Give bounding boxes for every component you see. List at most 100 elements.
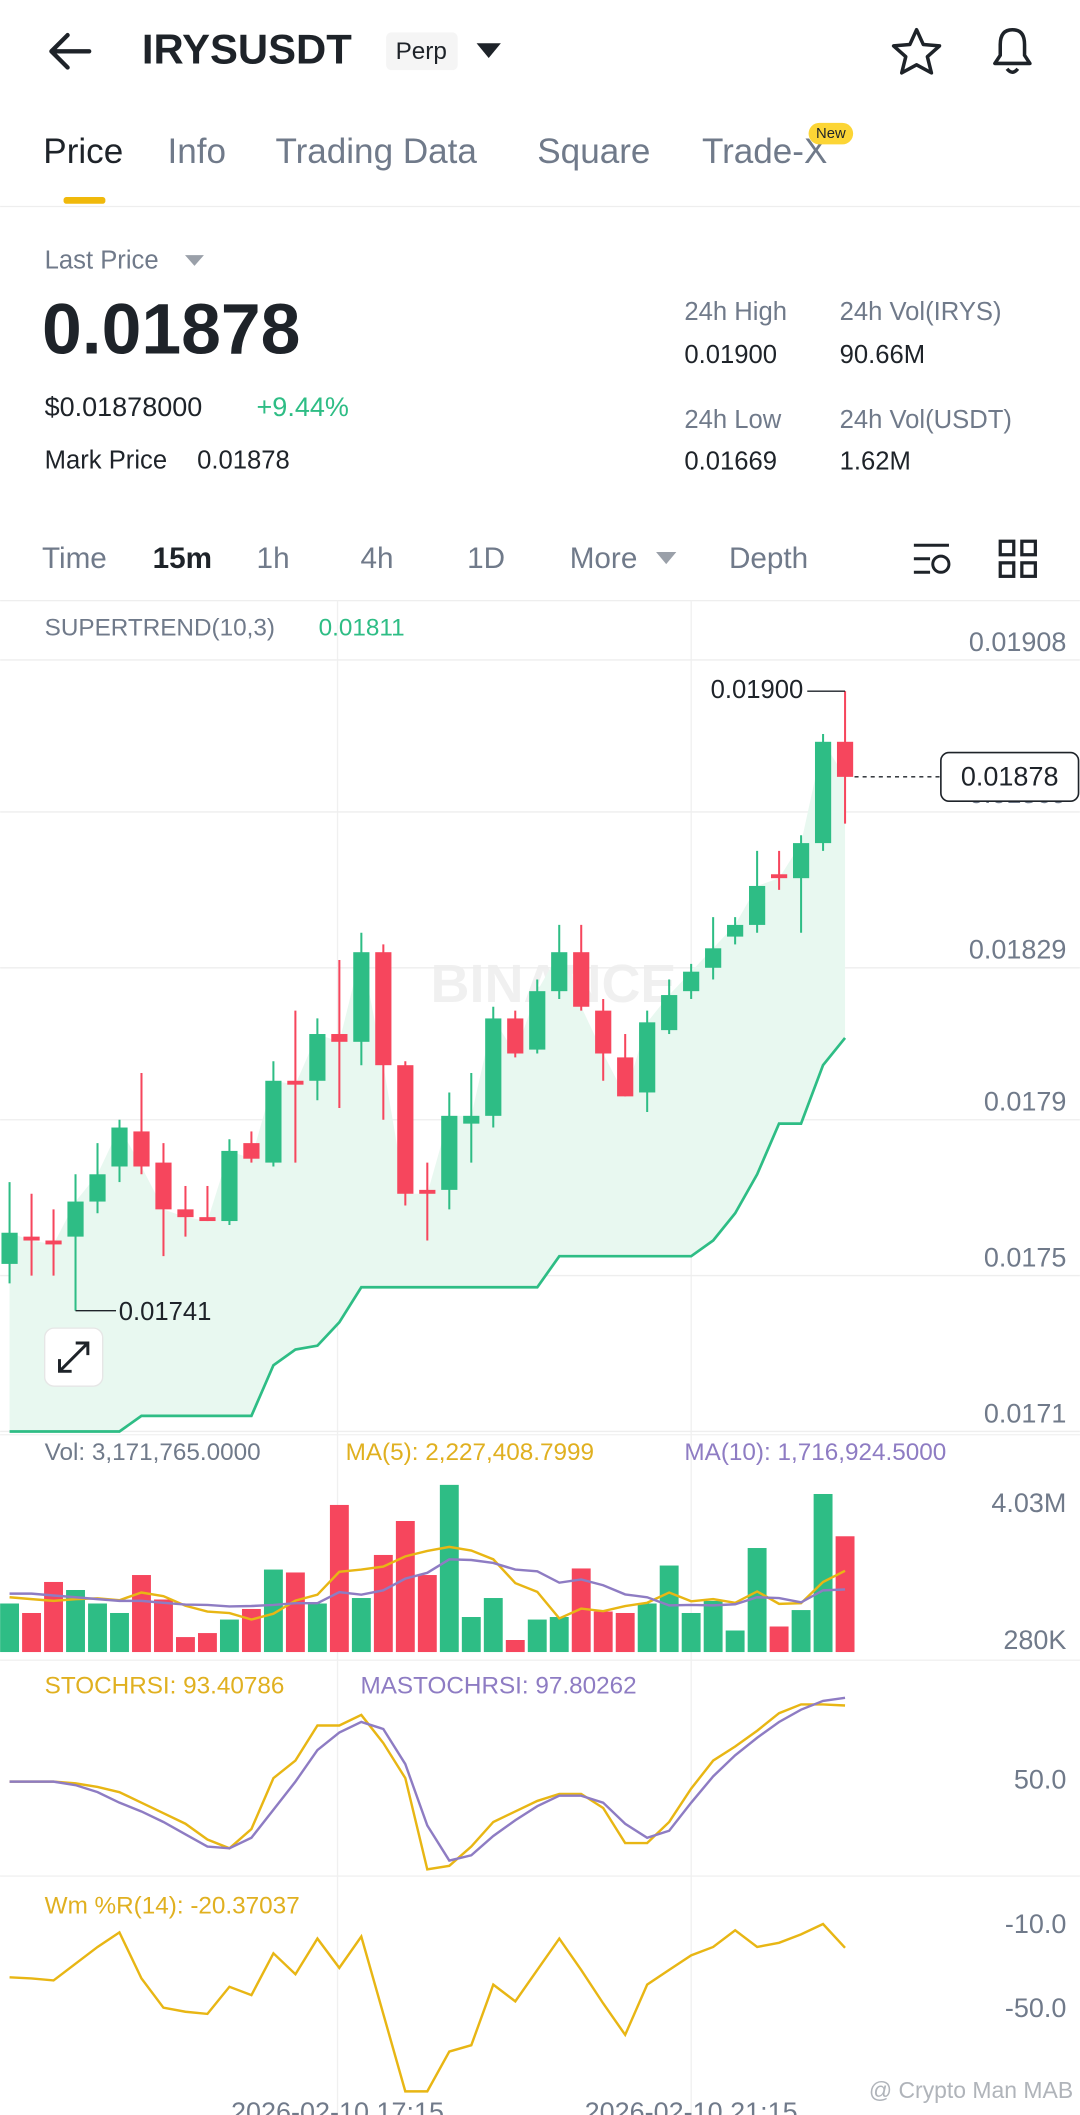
candle-body bbox=[463, 1115, 480, 1124]
volume-bar bbox=[681, 1612, 701, 1653]
volume-bar bbox=[461, 1617, 481, 1653]
indicator-line bbox=[9, 1696, 846, 1862]
tab[interactable]: Square bbox=[537, 132, 650, 171]
volume-bar bbox=[241, 1608, 261, 1653]
candle-body bbox=[683, 971, 700, 992]
y-tick-label: 0.0171 bbox=[984, 1398, 1067, 1428]
stat-value: 1.62M bbox=[840, 448, 911, 476]
candle-body bbox=[1, 1232, 18, 1264]
dropdown[interactable] bbox=[656, 552, 677, 565]
last-price-label: Last Price bbox=[45, 247, 159, 275]
y-tick-label: 0.01908 bbox=[969, 627, 1067, 657]
stat-value: 0.01669 bbox=[684, 448, 777, 476]
volume-bar bbox=[659, 1565, 679, 1653]
back-button[interactable] bbox=[49, 32, 92, 70]
candle-body bbox=[727, 924, 744, 937]
candle-body bbox=[89, 1174, 106, 1202]
y-tick-label: 280K bbox=[1003, 1625, 1066, 1655]
supertrend-fill bbox=[9, 741, 846, 1432]
candle-body bbox=[397, 1065, 414, 1194]
tab[interactable]: Trading Data bbox=[275, 132, 477, 171]
high-label: 0.01900 bbox=[711, 676, 804, 704]
candle-body bbox=[155, 1162, 172, 1210]
tab[interactable]: Trade-X bbox=[702, 132, 827, 171]
y-tick-label: 50.0 bbox=[1014, 1765, 1067, 1795]
interval[interactable]: Time bbox=[42, 542, 107, 575]
tab-indicator bbox=[63, 197, 106, 204]
stat-value: 0.01900 bbox=[684, 341, 777, 369]
volume-bar bbox=[329, 1504, 349, 1653]
mark-price: 0.01878 bbox=[197, 446, 290, 474]
candle-body bbox=[551, 952, 568, 992]
time-label: 2026-02-10 17:15 bbox=[231, 2097, 444, 2115]
candle-body bbox=[331, 1034, 348, 1042]
symbol: IRYSUSDT bbox=[142, 26, 352, 73]
stat-label: 24h Vol(USDT) bbox=[840, 406, 1012, 434]
volume-bar bbox=[593, 1611, 613, 1653]
indicator-line bbox=[9, 1545, 846, 1621]
layout-icon[interactable] bbox=[998, 539, 1037, 578]
candle-body bbox=[221, 1150, 238, 1222]
candle-body bbox=[45, 1240, 62, 1245]
candle-body bbox=[792, 843, 810, 879]
alert-icon[interactable] bbox=[993, 27, 1032, 74]
volume-bar bbox=[549, 1617, 569, 1653]
candle-body bbox=[67, 1201, 84, 1237]
stat-label: 24h High bbox=[684, 298, 787, 326]
volume-bar bbox=[527, 1619, 547, 1653]
volume-bar bbox=[483, 1598, 503, 1653]
candle-body bbox=[836, 741, 854, 777]
volume-bar bbox=[176, 1637, 195, 1653]
y-tick-label: -10.0 bbox=[1005, 1909, 1067, 1939]
volume-bar bbox=[703, 1600, 723, 1653]
stat-label: 24h Vol(IRYS) bbox=[840, 298, 1002, 326]
interval[interactable]: 4h bbox=[360, 542, 393, 575]
volume-bar bbox=[154, 1599, 173, 1653]
volume-bar bbox=[22, 1612, 41, 1653]
interval[interactable]: 1D bbox=[467, 542, 505, 575]
indicator-settings-icon[interactable] bbox=[913, 543, 951, 574]
interval[interactable]: Depth bbox=[729, 542, 808, 575]
ma-legend: MA(10): 1,716,924.5000 bbox=[684, 1439, 946, 1466]
stat-label: 24h Low bbox=[684, 406, 781, 434]
expand-icon bbox=[58, 1341, 90, 1373]
volume-bar bbox=[307, 1603, 327, 1653]
volume-bar bbox=[0, 1603, 20, 1653]
last-price: 0.01878 bbox=[42, 290, 301, 370]
volume-bar bbox=[351, 1598, 371, 1653]
volume-bar bbox=[505, 1640, 525, 1653]
candle-body bbox=[309, 1034, 326, 1081]
symbol-dropdown[interactable] bbox=[476, 43, 501, 59]
volume-bar bbox=[263, 1569, 283, 1653]
volume-bar bbox=[219, 1619, 239, 1653]
usd-price: $0.01878000 bbox=[45, 392, 203, 422]
wr-legend: Wm %R(14): -20.37037 bbox=[45, 1893, 300, 1920]
credit: @ Crypto Man MAB bbox=[869, 2077, 1073, 2103]
candle-body bbox=[133, 1131, 150, 1167]
interval[interactable]: 15m bbox=[153, 542, 212, 575]
tab[interactable]: Info bbox=[167, 132, 226, 171]
indicator-line bbox=[9, 1703, 846, 1871]
ma-legend: MA(5): 2,227,408.7999 bbox=[346, 1439, 594, 1466]
interval[interactable]: More bbox=[570, 542, 638, 575]
candle-body bbox=[419, 1189, 436, 1194]
dropdown[interactable] bbox=[185, 255, 204, 266]
volume-bar bbox=[417, 1575, 437, 1653]
volume-bar bbox=[637, 1603, 657, 1653]
supertrend-line bbox=[9, 1037, 847, 1433]
tab[interactable]: Price bbox=[43, 132, 123, 171]
indicator-line bbox=[9, 1558, 846, 1608]
stochrsi-legend: STOCHRSI: 93.40786 bbox=[45, 1673, 285, 1700]
candle-body bbox=[177, 1209, 194, 1218]
volume-bar bbox=[835, 1536, 855, 1653]
interval[interactable]: 1h bbox=[257, 542, 290, 575]
candle-body bbox=[243, 1143, 260, 1159]
candle-body bbox=[749, 885, 766, 925]
volume-legend: Vol: 3,171,765.0000 bbox=[45, 1439, 261, 1466]
favorite-icon[interactable] bbox=[891, 27, 942, 75]
candle-body bbox=[111, 1127, 128, 1167]
indicator-value: 0.01811 bbox=[319, 614, 405, 641]
volume-bar bbox=[571, 1568, 591, 1653]
